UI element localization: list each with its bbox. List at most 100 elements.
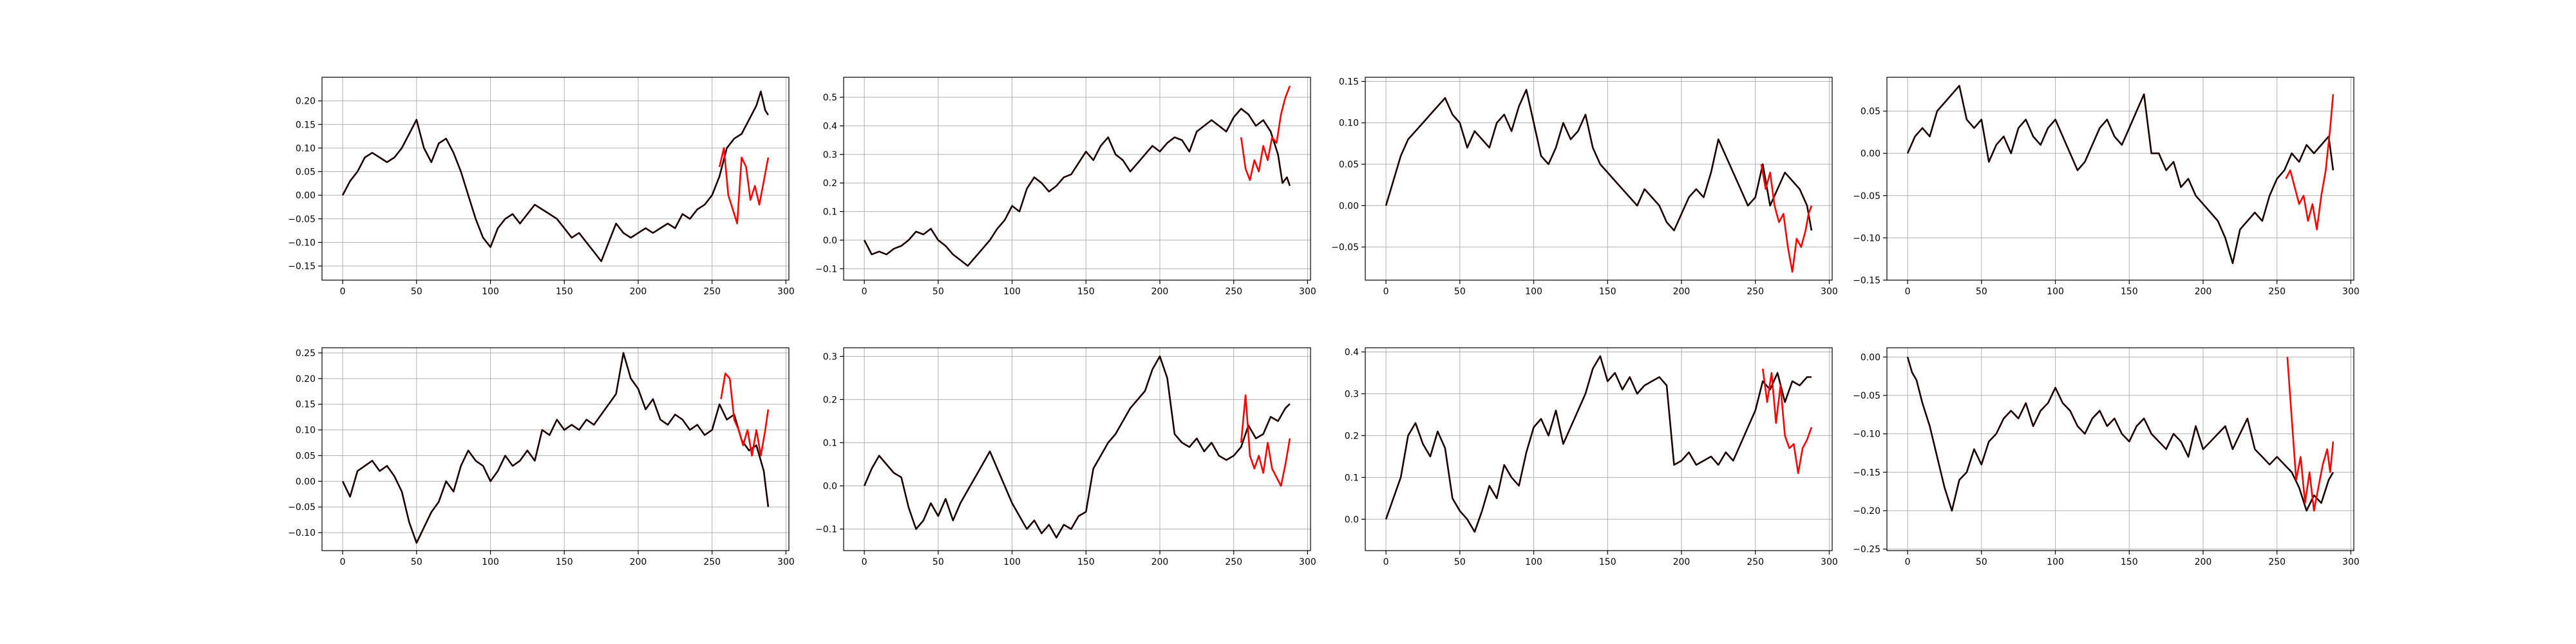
series-line-actual [1385,89,1813,232]
x-tick-label: 50 [411,557,422,567]
y-tick-label: 0.0 [823,481,837,491]
x-tick-label: 250 [1747,557,1764,567]
y-tick-label: 0.10 [296,144,316,154]
subplot-6: 0 50 100 150 200 250 300 −0.1 0.0 0.1 0.2 0.3 [805,338,1320,570]
subplot-5: 0 50 100 150 200 250 300 −0.10 −0.05 0.00 0.05 0.10… [283,338,799,570]
axes-frame [1886,347,2354,551]
x-tick-label: 300 [777,287,795,297]
y-tick-label: −0.1 [815,264,837,274]
y-tick-label: 0.3 [823,352,837,362]
series-line-actual [863,108,1291,267]
chart-svg: 0 50 100 150 200 250 300 −0.10 −0.05 0.00 0.05 0.10… [288,347,795,567]
y-tick-label: 0.20 [296,374,316,384]
y-tick-label: 0.1 [823,438,837,448]
x-tick-label: 250 [1225,287,1242,297]
x-tick-label: 0 [340,287,346,297]
chart-svg: 0 50 100 150 200 250 300 −0.05 0.00 0.05 0.10 0.15 [1331,77,1838,297]
x-tick-label: 150 [1599,557,1616,567]
y-tick-label: 0.05 [296,167,316,178]
x-tick-label: 0 [862,557,867,567]
axes-frame [1365,347,1833,551]
x-tick-label: 100 [1003,557,1021,567]
y-tick-label: 0.20 [296,97,316,107]
x-tick-label: 100 [1525,287,1542,297]
x-tick-label: 150 [2121,557,2138,567]
y-tick-label: −0.05 [1331,243,1359,253]
x-tick-label: 100 [1003,287,1021,297]
subplot-7: 0 50 100 150 200 250 300 0.0 0.1 0.2 0.3 0.4 [1327,338,1842,570]
x-tick-label: 250 [2268,287,2286,297]
y-tick-label: 0.10 [1339,118,1359,129]
series-line-predicted [720,372,770,457]
x-tick-label: 200 [630,557,647,567]
y-tick-label: 0.00 [296,191,316,201]
series-line-actual [341,90,769,262]
y-tick-label: 0.5 [823,93,837,103]
y-tick-label: 0.3 [823,150,837,160]
y-tick-label: 0.0 [823,236,837,246]
series-line-predicted [2285,94,2334,231]
y-tick-label: 0.00 [1861,352,1880,363]
x-tick-label: 200 [1151,557,1169,567]
x-tick-label: 100 [2047,557,2064,567]
x-tick-label: 50 [1976,287,1987,297]
series-line-predicted [2286,357,2334,512]
y-tick-label: 0.2 [1345,431,1359,441]
y-tick-label: 0.0 [1345,515,1359,525]
subplot-3: 0 50 100 150 200 250 300 −0.05 0.00 0.05 0.10 0.15 [1327,68,1842,299]
series-line-predicted [718,147,770,225]
x-tick-label: 50 [1454,557,1466,567]
y-tick-label: 0.00 [296,477,316,487]
x-tick-label: 0 [1905,557,1911,567]
y-tick-label: 0.05 [1861,107,1880,117]
y-tick-label: 0.05 [296,451,316,461]
y-tick-label: −0.05 [288,214,316,225]
x-tick-label: 200 [630,287,647,297]
y-tick-label: −0.25 [1853,545,1880,555]
subplot-1: 0 50 100 150 200 250 300 −0.15 −0.10 −0.05 0.00 0.0… [283,68,799,299]
x-tick-label: 50 [411,287,422,297]
y-tick-label: −0.10 [288,238,316,248]
x-tick-label: 200 [2195,287,2212,297]
axes-frame [1365,77,1833,281]
x-tick-label: 200 [1673,557,1690,567]
y-tick-label: 0.15 [1339,77,1359,87]
x-tick-label: 150 [1599,287,1616,297]
subplot-4: 0 50 100 150 200 250 300 −0.15 −0.10 −0.05 0.00 0.0… [1848,68,2363,299]
series-line-actual [863,355,1291,539]
y-tick-label: 0.15 [296,120,316,130]
x-tick-label: 250 [703,287,721,297]
x-tick-label: 100 [2047,287,2064,297]
axes-frame [321,347,790,551]
y-tick-label: 0.3 [1345,389,1359,399]
x-tick-label: 100 [1525,557,1542,567]
y-tick-label: −0.20 [1853,506,1880,516]
series-line-actual [1906,84,2334,265]
axes-frame [843,77,1311,281]
x-tick-label: 50 [933,557,944,567]
y-tick-label: −0.15 [1853,468,1880,478]
x-tick-label: 200 [1673,287,1690,297]
y-tick-label: 0.25 [296,348,316,359]
y-tick-label: −0.10 [1853,430,1880,440]
x-tick-label: 0 [1383,557,1389,567]
y-tick-label: −0.1 [815,524,837,535]
x-tick-label: 300 [1299,287,1316,297]
x-tick-label: 150 [1077,287,1095,297]
x-tick-label: 300 [1821,557,1838,567]
x-tick-label: 200 [2195,557,2212,567]
y-tick-label: 0.2 [823,178,837,189]
x-tick-label: 250 [1225,557,1242,567]
y-tick-label: 0.4 [1345,347,1359,357]
x-tick-label: 300 [777,557,795,567]
x-tick-label: 150 [1077,557,1095,567]
x-tick-label: 50 [1976,557,1987,567]
y-tick-label: 0.00 [1339,201,1359,211]
y-tick-label: 0.4 [823,121,837,131]
series-line-actual [1385,355,1812,533]
x-tick-label: 200 [1151,287,1169,297]
subplot-8: 0 50 100 150 200 250 300 −0.25 −0.20 −0.15 −0.10 −0… [1848,338,2363,570]
x-tick-label: 0 [340,557,346,567]
x-tick-label: 150 [556,557,573,567]
series-line-predicted [1761,368,1813,475]
